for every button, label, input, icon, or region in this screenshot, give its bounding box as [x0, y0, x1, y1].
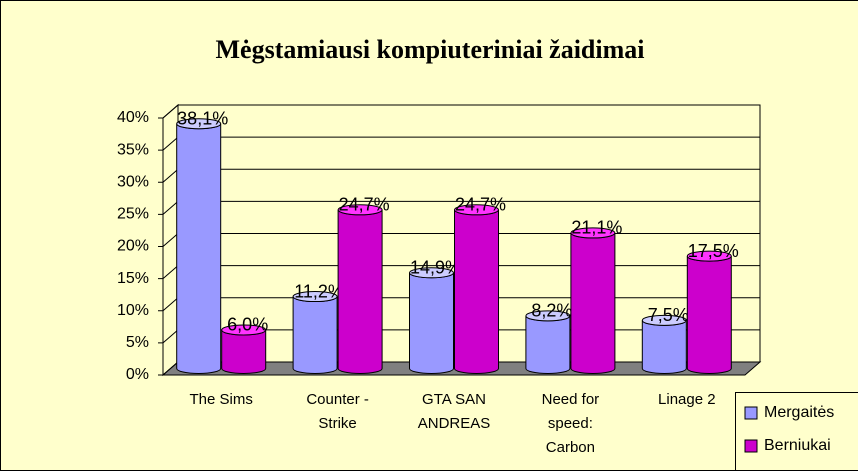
data-label: 38,1% [177, 108, 228, 128]
x-tick-label: The Sims [190, 391, 253, 408]
bar [221, 324, 267, 374]
x-tick-label: GTA SAN ANDREAS [418, 391, 491, 432]
grid-line [162, 104, 760, 119]
data-label: 11,2% [294, 281, 344, 301]
legend-swatch [744, 406, 758, 420]
data-label: 17,5% [688, 241, 739, 261]
y-tick-label: 0% [126, 366, 149, 383]
bar-body [409, 272, 454, 374]
data-label: 24,7% [339, 195, 390, 215]
data-label: 6,0% [227, 315, 268, 335]
data-label: 24,7% [455, 195, 506, 215]
y-tick-label: 5% [126, 334, 149, 351]
bar-top [221, 324, 267, 336]
bar [641, 314, 687, 374]
bar-top [176, 118, 222, 130]
data-label: 8,2% [531, 301, 572, 321]
bar-top [641, 314, 687, 326]
bar-top [454, 204, 499, 216]
bar-body [337, 209, 383, 374]
bar-top [409, 267, 454, 279]
bar [176, 118, 222, 374]
bar [686, 250, 732, 374]
bar [337, 204, 383, 374]
y-tick-label: 10% [117, 302, 149, 319]
bar-body [292, 296, 338, 374]
y-tick-label: 20% [117, 238, 149, 255]
bar-body [221, 329, 267, 374]
bar-top [292, 291, 338, 303]
bar-body [686, 255, 732, 374]
x-tick-label: Counter -Strike [306, 391, 369, 432]
x-tick-label: Need for speed: Carbon [542, 391, 600, 456]
bar-top [686, 250, 732, 262]
bar [454, 204, 499, 374]
x-tick-label: Linage 2 [658, 391, 716, 408]
y-tick-label: 35% [117, 141, 149, 158]
data-label: 14,9% [410, 258, 461, 278]
bar-body [176, 123, 222, 374]
chart-title: Mėgstamiausi kompiuteriniai žaidimai [216, 35, 645, 64]
bar [409, 267, 454, 374]
bar-top [570, 227, 616, 239]
legend-label: Berniukai [764, 437, 831, 454]
bar [525, 310, 571, 374]
y-tick-label: 25% [117, 206, 149, 223]
legend-swatch [744, 439, 758, 453]
bar-body [570, 232, 616, 374]
bar [570, 227, 616, 374]
y-tick-label: 15% [117, 270, 149, 287]
legend-box [735, 392, 858, 471]
data-label: 7,5% [648, 305, 689, 325]
bar-body [454, 209, 499, 374]
bar-top [337, 204, 383, 216]
bar-body [641, 320, 687, 374]
bar-body [525, 315, 571, 374]
bar [292, 291, 338, 374]
data-label: 21,1% [571, 218, 622, 238]
y-tick-label: 30% [117, 173, 149, 190]
legend-label: Mergaitės [764, 404, 834, 421]
bar-top [525, 310, 571, 322]
y-tick-label: 40% [117, 109, 149, 126]
